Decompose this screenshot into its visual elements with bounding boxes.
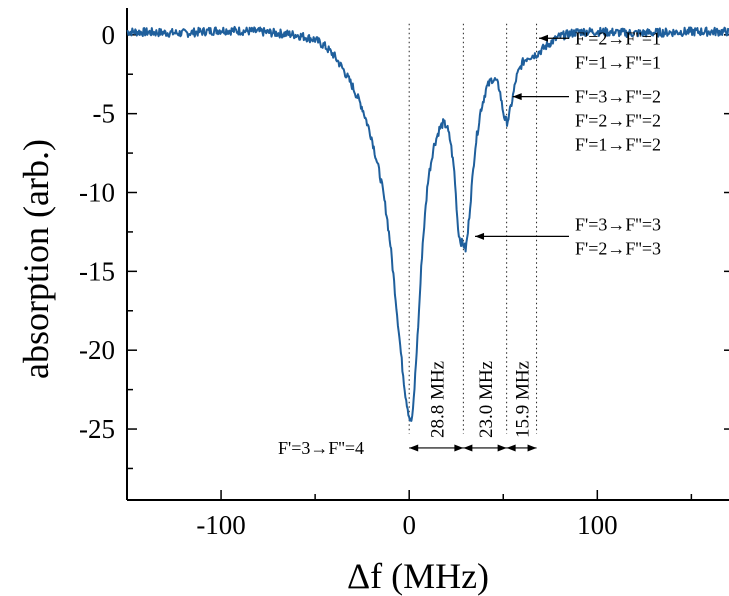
y-axis-title: absorption (arb.): [16, 139, 56, 379]
y-tick-label: -20: [79, 335, 115, 365]
annotation-label: F'=2→F''=1: [575, 28, 661, 48]
annotation-label: F'=1→F''=1: [575, 52, 661, 72]
spacing-arrowhead: [506, 444, 516, 452]
annotation-arrowhead: [475, 232, 485, 240]
x-tick-label: 0: [402, 510, 416, 540]
annotation-label: F'=2→F''=2: [575, 111, 661, 131]
spacing-arrowhead: [454, 444, 464, 452]
x-axis-title: Δf (MHz): [347, 556, 489, 596]
annotation-label: F'=3→F''=2: [575, 87, 661, 107]
labels: 0 -5 -10 -15 -20 -25 -100 0 100 Δf (MHz) absorptio…: [16, 20, 661, 596]
dotted-markers: [408, 23, 538, 434]
x-tick-label: 100: [577, 510, 618, 540]
spacing-label: 15.9 MHz: [513, 361, 534, 438]
annotation-label: F'=2→F''=3: [575, 238, 661, 258]
x-tick-label: -100: [196, 510, 246, 540]
spacing-arrowhead: [409, 444, 419, 452]
y-tick-label: -25: [79, 414, 115, 444]
y-tick-label: -10: [79, 178, 115, 208]
annotation-label: F'=1→F''=2: [575, 135, 661, 155]
annotation-arrowhead: [512, 93, 522, 101]
spacing-label: 28.8 MHz: [427, 361, 448, 438]
annotations: [409, 34, 569, 452]
axes: [126, 8, 729, 501]
spacing-label: 23.0 MHz: [476, 361, 497, 438]
spacing-arrowhead: [463, 444, 473, 452]
y-tick-label: -5: [93, 99, 116, 129]
y-tick-label: 0: [102, 20, 116, 50]
annotation-arrowhead: [538, 34, 548, 42]
y-tick-label: -15: [79, 256, 115, 286]
spacing-arrowhead: [497, 444, 507, 452]
annotation-label: F'=3→F''=3: [575, 214, 661, 234]
spacing-arrowhead: [527, 444, 537, 452]
trace-group: [126, 25, 729, 422]
annotation-label: F'=3→F''=4: [278, 438, 364, 458]
absorption-trace: [126, 25, 729, 422]
